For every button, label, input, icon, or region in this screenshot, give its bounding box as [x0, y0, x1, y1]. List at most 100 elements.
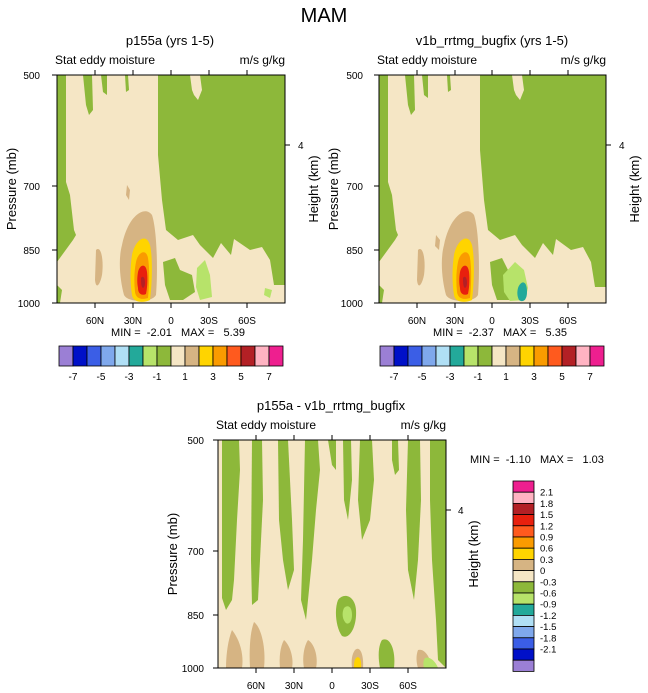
pressure-tick-label: 850 — [23, 246, 40, 257]
min-max-readout: MIN = -2.01 MAX = 5.39 — [111, 327, 245, 339]
contour-region — [95, 249, 103, 286]
colorbar-label: -1 — [153, 372, 162, 383]
lat-tick-label: 60S — [399, 681, 417, 692]
colorbar-label: 5 — [238, 372, 244, 383]
pressure-tick-label: 500 — [23, 71, 40, 82]
colorbar-label: 7 — [587, 372, 593, 383]
contour-region — [517, 282, 527, 302]
y-axis-label: Pressure (mb) — [165, 513, 180, 595]
contour-region — [379, 75, 398, 262]
pressure-axis: 500 700 850 1000 — [182, 436, 218, 675]
panel-subtitle-right: m/s g/kg — [561, 53, 606, 67]
pressure-tick-label: 1000 — [182, 664, 205, 675]
pressure-tick-label: 850 — [187, 611, 204, 622]
min-max-readout: MIN = -2.37 MAX = 5.35 — [433, 327, 567, 339]
colorbar-label: -7 — [390, 372, 399, 383]
contour-region — [379, 285, 384, 303]
colorbar-swatch — [575, 345, 591, 367]
colorbar-label: -1 — [474, 372, 483, 383]
contour-region — [417, 249, 425, 286]
colorbar-label: 0.9 — [540, 533, 553, 544]
colorbar-swatch — [421, 345, 437, 367]
y-right-axis-label: Height (km) — [466, 520, 481, 587]
latitude-axis: 60N 30N 0 30S 60S — [247, 435, 417, 692]
contour-field — [57, 75, 285, 303]
colorbar-swatch — [512, 480, 535, 493]
panel-title: v1b_rrtmg_bugfix (yrs 1-5) — [416, 33, 568, 48]
colorbar-swatch — [58, 345, 74, 367]
contour-region — [342, 606, 352, 624]
contour-region — [279, 640, 293, 668]
contour-region — [226, 630, 243, 668]
y-right-axis-label: Height (km) — [306, 155, 321, 222]
lat-tick-label: 60S — [559, 316, 577, 327]
lat-tick-label: 30S — [361, 681, 379, 692]
contour-region — [447, 75, 451, 92]
colorbar-swatch — [226, 345, 242, 367]
contour-field — [218, 440, 446, 668]
contour-region — [83, 75, 93, 115]
colorbar-swatch — [512, 570, 535, 583]
colorbar-swatch — [533, 345, 549, 367]
lat-tick-label: 60S — [238, 316, 256, 327]
colorbar-swatch — [198, 345, 214, 367]
contour-region — [150, 75, 285, 285]
contour-region — [222, 440, 240, 610]
page-title: MAM — [301, 5, 348, 27]
colorbar-label: 0.6 — [540, 544, 553, 555]
contour-region — [405, 75, 415, 115]
contour-region — [249, 622, 265, 668]
contour-region — [126, 185, 130, 200]
y-axis-label: Pressure (mb) — [4, 148, 19, 230]
lat-tick-label: 0 — [489, 316, 495, 327]
colorbar-swatch — [512, 659, 535, 672]
contour-region — [423, 657, 438, 668]
colorbar-swatch — [512, 626, 535, 639]
colorbar-label: 0 — [540, 566, 545, 577]
contour-region — [422, 75, 428, 98]
pressure-tick-label: 500 — [187, 436, 204, 447]
panel-title: p155a - v1b_rrtmg_bugfix — [257, 398, 406, 413]
contour-region — [435, 235, 440, 250]
panel-title: p155a (yrs 1-5) — [126, 33, 214, 48]
contour-region — [301, 440, 320, 620]
colorbar-label: 3 — [531, 372, 537, 383]
height-tick-label: 4 — [619, 141, 625, 152]
colorbar-label: 5 — [559, 372, 565, 383]
contour-region — [472, 75, 606, 287]
lat-tick-label: 0 — [329, 681, 335, 692]
colorbar-label: 0.3 — [540, 555, 553, 566]
lat-tick-label: 60N — [86, 316, 104, 327]
contour-region — [251, 440, 263, 605]
colorbar-swatch — [589, 345, 605, 367]
colorbar-swatch — [561, 345, 577, 367]
colorbar-label: 1 — [182, 372, 188, 383]
colorbar-swatch — [449, 345, 465, 367]
colorbar-swatch — [491, 345, 507, 367]
latitude-axis: 60N 30N 0 30S 60S — [408, 70, 577, 327]
contour-region — [328, 440, 336, 470]
contour-region — [57, 75, 76, 262]
contour-field — [379, 75, 606, 303]
colorbar-swatch — [212, 345, 228, 367]
colorbar-swatch — [170, 345, 186, 367]
colorbar-difference: 2.11.81.51.20.90.60.30-0.3-0.6-0.9-1.2-1… — [512, 480, 556, 672]
pressure-tick-label: 850 — [346, 246, 363, 257]
colorbar-label: -5 — [97, 372, 106, 383]
colorbar-label: 1.2 — [540, 521, 553, 532]
colorbar-label: 1 — [503, 372, 509, 383]
contour-region — [141, 276, 145, 288]
colorbar-swatch — [407, 345, 423, 367]
colorbar-label: 2.1 — [540, 488, 553, 499]
colorbar-swatch — [114, 345, 130, 367]
colorbar-panel2: -7 -5 -3 -1 1 3 5 7 — [379, 345, 605, 383]
colorbar-label: -1.8 — [540, 633, 556, 644]
panel-subtitle-right: m/s g/kg — [401, 418, 446, 432]
pressure-tick-label: 1000 — [341, 299, 364, 310]
colorbar-label: 1.5 — [540, 510, 553, 521]
colorbar-swatch — [254, 345, 270, 367]
colorbar-panel1: -7 -5 -3 -1 1 3 5 7 — [58, 345, 284, 383]
colorbar-swatch — [512, 559, 535, 572]
colorbar-label: 7 — [266, 372, 272, 383]
lat-tick-label: 30S — [200, 316, 218, 327]
